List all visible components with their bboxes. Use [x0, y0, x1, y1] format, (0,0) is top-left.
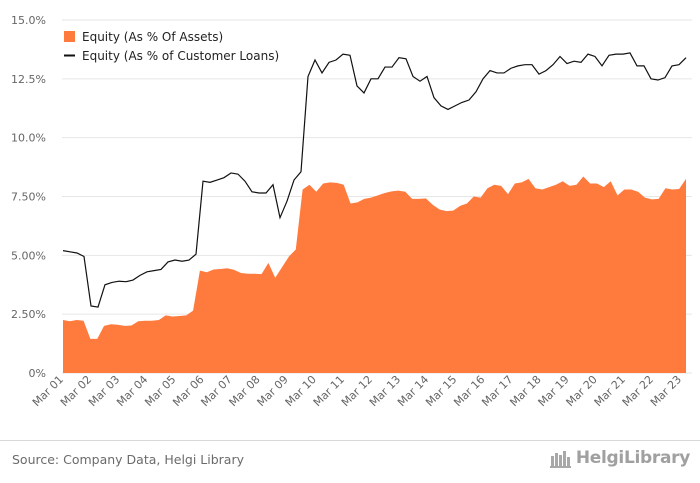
y-tick-label: 12.5% — [11, 73, 46, 86]
legend-label-line: Equity (As % of Customer Loans) — [82, 49, 279, 63]
y-axis: 0% 2.50% 5.00% 7.50% 10.0% 12.5% 15.0% — [11, 14, 46, 380]
x-tick-label: Mar 23 — [648, 373, 684, 409]
brand-logo[interactable]: HelgiLibrary — [549, 448, 690, 468]
library-icon — [549, 451, 571, 468]
series-line-equity-loans — [62, 52, 687, 308]
legend-swatch-area — [64, 31, 75, 42]
y-tick-label: 10.0% — [11, 132, 46, 145]
y-tick-label: 15.0% — [11, 14, 46, 27]
legend-label-area: Equity (As % Of Assets) — [82, 30, 223, 44]
y-tick-label: 7.50% — [11, 191, 46, 204]
y-tick-label: 2.50% — [11, 308, 46, 321]
y-tick-label: 0% — [29, 367, 46, 380]
brand-text: HelgiLibrary — [575, 448, 690, 468]
legend: Equity (As % Of Assets) Equity (As % of … — [64, 30, 279, 63]
chart: 0% 2.50% 5.00% 7.50% 10.0% 12.5% 15.0% Mar 01M… — [11, 14, 692, 409]
y-tick-label: 5.00% — [11, 249, 46, 262]
footer-divider — [0, 440, 700, 441]
footer: Source: Company Data, Helgi Library Helg… — [0, 440, 700, 483]
plot-area — [62, 52, 687, 373]
series-area-equity-assets — [63, 176, 686, 373]
source-note: Source: Company Data, Helgi Library — [12, 452, 245, 467]
